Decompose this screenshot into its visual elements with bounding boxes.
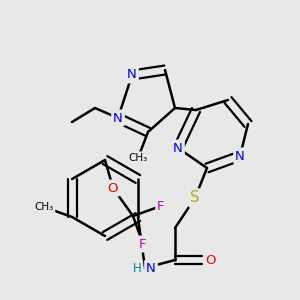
Text: CH₃: CH₃ <box>34 202 54 212</box>
Text: N: N <box>113 112 123 124</box>
Text: N: N <box>173 142 183 154</box>
Text: F: F <box>157 200 165 212</box>
Text: S: S <box>190 190 200 206</box>
Text: CH₃: CH₃ <box>128 153 148 163</box>
Text: N: N <box>235 149 245 163</box>
Text: N: N <box>146 262 156 275</box>
Text: N: N <box>127 68 137 82</box>
Text: O: O <box>108 182 118 194</box>
Text: F: F <box>139 238 147 250</box>
Text: H: H <box>133 262 141 275</box>
Text: O: O <box>205 254 215 266</box>
